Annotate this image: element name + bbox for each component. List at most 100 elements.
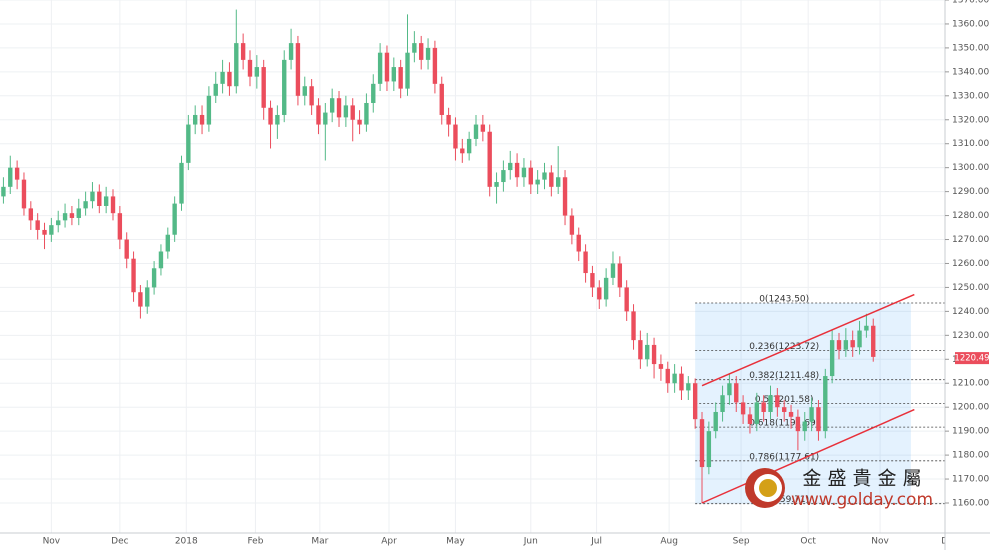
y-tick-label: 1190.00 (952, 427, 989, 437)
last-price-box (955, 352, 989, 365)
fib-label: 1(1159.71) (759, 495, 809, 505)
candle-body (234, 43, 239, 87)
candle-body (323, 112, 328, 125)
candle-body (309, 86, 314, 106)
candle-body (432, 47, 438, 84)
candle-body (494, 182, 499, 187)
channel-upper (701, 293, 915, 387)
candle-body (282, 59, 287, 115)
candle-body (562, 177, 568, 216)
y-tick-label: 1270.00 (952, 235, 989, 245)
candle-body (110, 196, 116, 214)
candle-body (453, 124, 458, 149)
candle-body (21, 179, 27, 209)
candle-body (466, 138, 472, 154)
x-tick-label: Jul (590, 537, 602, 547)
candle-body (158, 251, 164, 269)
candle-body (425, 47, 431, 60)
y-tick-label: 1200.00 (952, 403, 989, 413)
x-tick-label: Jun (523, 537, 538, 547)
y-tick-label: 1360.00 (952, 19, 989, 29)
candle-body (549, 172, 554, 187)
candle-body (535, 179, 540, 185)
candle-body (809, 407, 814, 422)
candle-body (220, 71, 225, 84)
x-tick-label: Sep (733, 537, 750, 547)
x-tick-label: Mar (311, 537, 328, 547)
candle-body (514, 162, 520, 178)
y-tick-label: 1290.00 (952, 187, 989, 197)
candle-body (350, 105, 355, 120)
candle-body (788, 411, 794, 417)
candle-body (364, 102, 369, 125)
x-tick-label: May (446, 537, 465, 547)
x-tick-label: Nov (871, 537, 889, 547)
y-tick-label: 1370.00 (952, 0, 989, 6)
candle-body (473, 124, 479, 139)
x-tick-label: Dec (111, 537, 128, 547)
candle-body (131, 258, 136, 293)
candle-body (268, 107, 273, 125)
candle-body (480, 124, 486, 132)
candle-body (610, 263, 616, 278)
candle-body (371, 83, 376, 103)
y-tick-label: 1170.00 (952, 475, 989, 485)
candle-body (631, 311, 636, 341)
candle-body (713, 411, 718, 432)
candle-body (679, 373, 684, 391)
x-tick-label: Aug (660, 537, 678, 547)
candle-body (439, 83, 444, 115)
y-tick-label: 1210.00 (952, 379, 989, 389)
logo-gold (759, 479, 777, 497)
y-tick-label: 1310.00 (952, 139, 989, 149)
candle-body (823, 376, 828, 432)
candle-body (782, 407, 787, 412)
candle-body (672, 373, 677, 384)
candle-body (343, 105, 349, 118)
candle-body (240, 43, 246, 60)
candle-body (302, 86, 307, 96)
candle-body (124, 239, 129, 259)
candle-body (206, 95, 212, 125)
candle-body (857, 330, 862, 348)
candle-body (706, 431, 712, 468)
candle-body (329, 98, 335, 113)
candles (1, 9, 876, 503)
candle-body (35, 220, 40, 230)
candle-body (357, 119, 362, 125)
candle-body (28, 208, 34, 221)
candle-body (555, 177, 561, 187)
candle-body (76, 208, 81, 218)
candle-body (658, 364, 664, 369)
candle-body (117, 213, 123, 240)
candle-body (795, 416, 801, 432)
y-tick-label: 1350.00 (952, 43, 989, 53)
y-tick-label: 1160.00 (952, 499, 989, 509)
candle-body (213, 83, 218, 96)
candle-body (199, 114, 205, 125)
candle-body (254, 67, 260, 77)
candle-body (569, 215, 575, 235)
candle-body (83, 201, 88, 209)
candle-body (501, 170, 506, 183)
candle-body (275, 114, 280, 125)
y-tick-label: 1260.00 (952, 259, 989, 269)
candle-body (165, 234, 170, 252)
last-price-label: 1220.49 (954, 354, 989, 364)
candle-body (14, 167, 20, 180)
candle-body (699, 419, 705, 468)
candle-body (8, 167, 13, 187)
candle-body (446, 114, 451, 125)
y-axis-panel (945, 0, 990, 550)
x-tick-label: Apr (381, 537, 397, 547)
candle-body (576, 234, 581, 252)
candle-body (336, 98, 342, 118)
candle-body (768, 395, 773, 412)
candle-body (49, 225, 54, 235)
channel-lower (701, 408, 915, 504)
candle-body (288, 43, 294, 60)
candle-body (521, 167, 527, 178)
candle-body (56, 220, 61, 226)
